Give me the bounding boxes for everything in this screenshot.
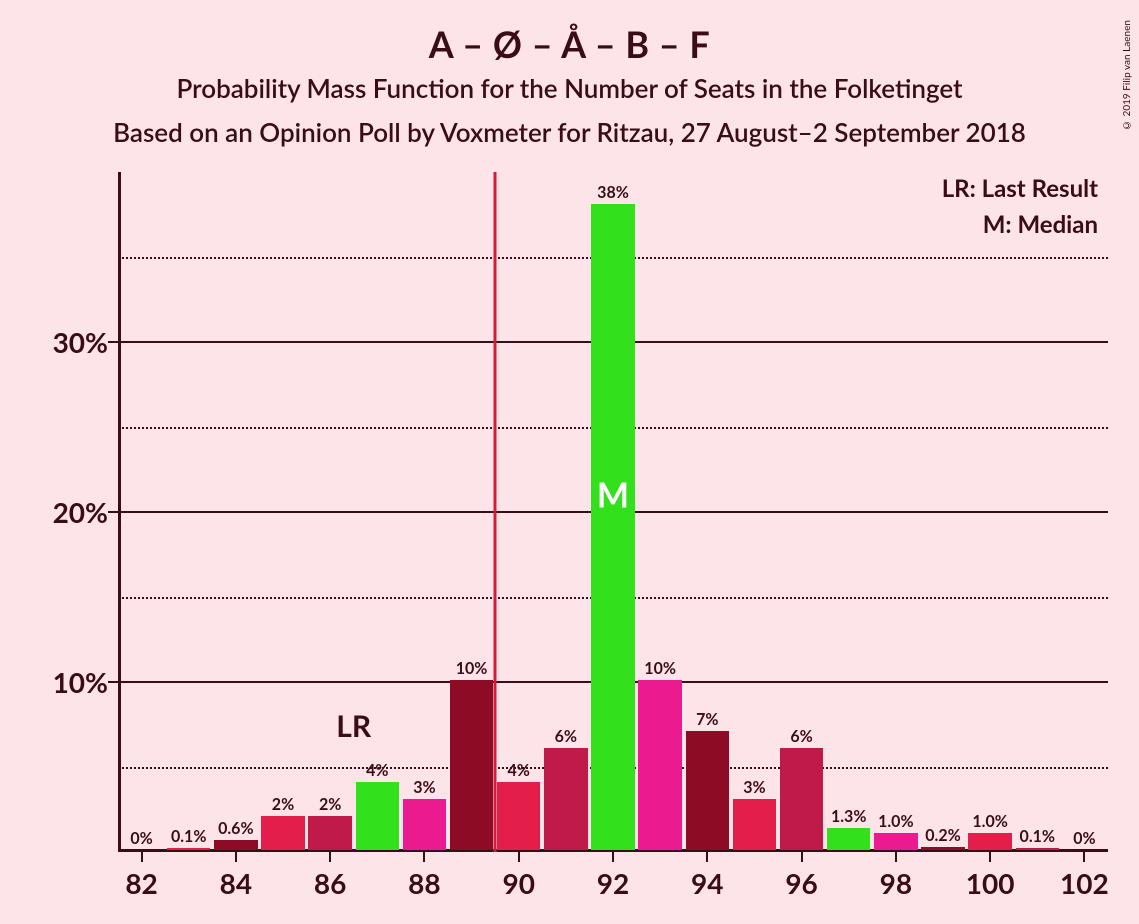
- x-tick-label: 86: [314, 866, 346, 900]
- x-tick-mark: [612, 852, 614, 862]
- x-tick-label: 88: [408, 866, 440, 900]
- bar-seat-87: [356, 782, 399, 850]
- x-tick-label: 82: [125, 866, 157, 900]
- legend-m: M: Median: [983, 210, 1098, 239]
- bar-label: 0.1%: [1020, 827, 1055, 846]
- plot-area: 10%20%30% 828486889092949698100102 LR: L…: [118, 172, 1108, 852]
- bar-seat-86: [308, 816, 351, 850]
- bar-label: 6%: [790, 727, 812, 746]
- bar-label: 1.0%: [972, 812, 1007, 831]
- bar-seat-90: [497, 782, 540, 850]
- bar-seat-83: [167, 848, 210, 850]
- y-tick-mark: [108, 511, 118, 513]
- x-tick-mark: [235, 852, 237, 862]
- bar-seat-84: [214, 840, 257, 850]
- x-tick-label: 92: [597, 866, 629, 900]
- x-tick-mark: [518, 852, 520, 862]
- y-tick-mark: [108, 341, 118, 343]
- bar-seat-96: [780, 748, 823, 850]
- bar-label: 1.3%: [831, 807, 866, 826]
- x-tick-label: 96: [785, 866, 817, 900]
- bar-seat-99: [921, 847, 964, 850]
- bar-label: 7%: [696, 710, 718, 729]
- bar-label: 4%: [366, 761, 388, 780]
- bar-label: 3%: [743, 778, 765, 797]
- bar-label: 0.6%: [218, 819, 253, 838]
- x-tick-label: 94: [691, 866, 723, 900]
- y-tick-label: 20%: [53, 495, 108, 529]
- chart-subtitle-1: Probability Mass Function for the Number…: [0, 72, 1139, 104]
- x-tick-label: 100: [966, 866, 1015, 900]
- copyright-text: © 2019 Filip van Laenen: [1121, 20, 1133, 131]
- x-tick-mark: [895, 852, 897, 862]
- bar-label: 3%: [413, 778, 435, 797]
- x-tick-mark: [801, 852, 803, 862]
- bar-seat-89: [450, 680, 493, 850]
- x-tick-mark: [706, 852, 708, 862]
- bar-label: 0%: [1073, 829, 1095, 848]
- x-tick-mark: [329, 852, 331, 862]
- bar-seat-95: [733, 799, 776, 850]
- x-tick-label: 84: [220, 866, 252, 900]
- median-marker: M: [597, 475, 629, 516]
- bar-seat-91: [544, 748, 587, 850]
- x-tick-label: 102: [1060, 866, 1109, 900]
- last-result-label: LR: [336, 708, 371, 744]
- x-tick-mark: [141, 852, 143, 862]
- bar-label: 10%: [456, 659, 488, 678]
- bar-label: 2%: [272, 795, 294, 814]
- x-tick-label: 90: [502, 866, 534, 900]
- bar-label: 1.0%: [878, 812, 913, 831]
- x-tick-label: 98: [880, 866, 912, 900]
- y-tick-label: 10%: [53, 665, 108, 699]
- x-tick-mark: [1083, 852, 1085, 862]
- bar-label: 0.2%: [925, 826, 960, 845]
- bar-seat-101: [1016, 848, 1059, 850]
- y-tick-mark: [108, 681, 118, 683]
- y-tick-label: 30%: [53, 325, 108, 359]
- bar-seat-92: [591, 204, 634, 850]
- chart-title: A – Ø – Å – B – F: [0, 22, 1139, 66]
- bar-label: 0%: [130, 829, 152, 848]
- bar-seat-94: [686, 731, 729, 850]
- bar-seat-98: [874, 833, 917, 850]
- bar-seat-97: [827, 828, 870, 850]
- bar-seat-100: [968, 833, 1011, 850]
- bar-label: 2%: [319, 795, 341, 814]
- bar-label: 38%: [597, 183, 629, 202]
- bar-label: 4%: [508, 761, 530, 780]
- bar-seat-85: [261, 816, 304, 850]
- bar-label: 0.1%: [171, 827, 206, 846]
- x-tick-mark: [989, 852, 991, 862]
- legend-lr: LR: Last Result: [942, 174, 1098, 203]
- bar-seat-93: [638, 680, 681, 850]
- last-result-line: [494, 172, 497, 852]
- chart-subtitle-2: Based on an Opinion Poll by Voxmeter for…: [0, 116, 1139, 148]
- bar-label: 10%: [644, 659, 676, 678]
- x-tick-mark: [423, 852, 425, 862]
- bar-seat-88: [403, 799, 446, 850]
- bar-label: 6%: [555, 727, 577, 746]
